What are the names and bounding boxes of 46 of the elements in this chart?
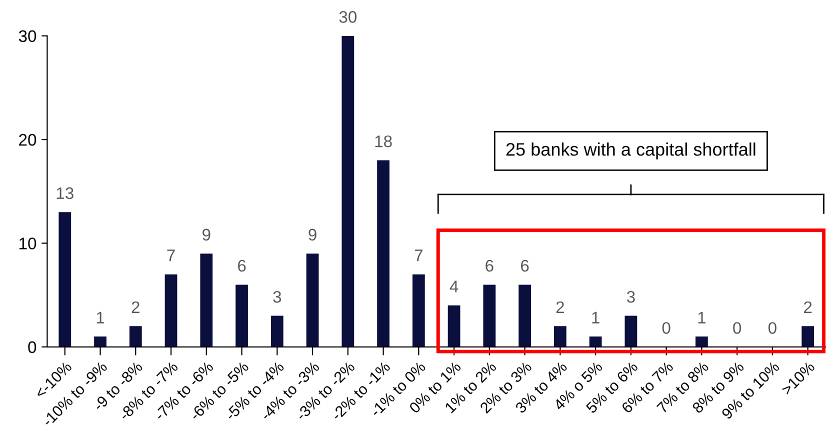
bar [696,336,708,347]
data-label: 6 [486,260,494,272]
bar [58,212,72,347]
bar [306,254,319,347]
data-label: 0 [768,322,776,334]
bar [129,326,142,347]
data-label: 0 [733,322,742,334]
data-label: 3 [273,290,282,303]
data-label: 7 [167,250,175,262]
data-label: 4 [450,280,458,292]
data-label: 2 [804,301,812,313]
data-label: 7 [414,250,422,262]
data-label: 1 [592,312,600,324]
bar [412,274,425,347]
data-label: 1 [96,312,104,324]
data-label: 30 [339,11,357,23]
data-label: 0 [662,322,670,334]
y-tick-label: 30 [18,30,36,42]
data-label: 9 [202,228,210,241]
y-tick-label: 20 [19,134,36,146]
data-label: 13 [56,187,74,200]
y-tick-label: 10 [20,238,36,250]
data-label: 9 [308,228,316,241]
bar [164,274,178,347]
data-label: 6 [521,260,529,272]
bar [554,326,566,347]
bar [377,160,390,347]
y-tick-label: 0 [28,341,36,354]
bar [518,284,531,347]
bar [342,36,354,347]
bar [270,316,284,347]
bar [236,284,248,347]
data-label: 6 [238,260,246,272]
bar [483,284,496,347]
data-label: 2 [132,301,140,313]
data-label: 3 [626,290,635,303]
bar [200,254,213,347]
data-label: 1 [698,312,706,324]
bar [94,336,106,347]
bar [448,305,460,347]
bar [624,316,638,347]
bar [802,326,814,347]
annotation: 25 banks with a capital shortfall [506,142,756,160]
data-label: 18 [375,135,392,148]
bar [589,336,602,347]
data-label: 2 [556,301,564,313]
